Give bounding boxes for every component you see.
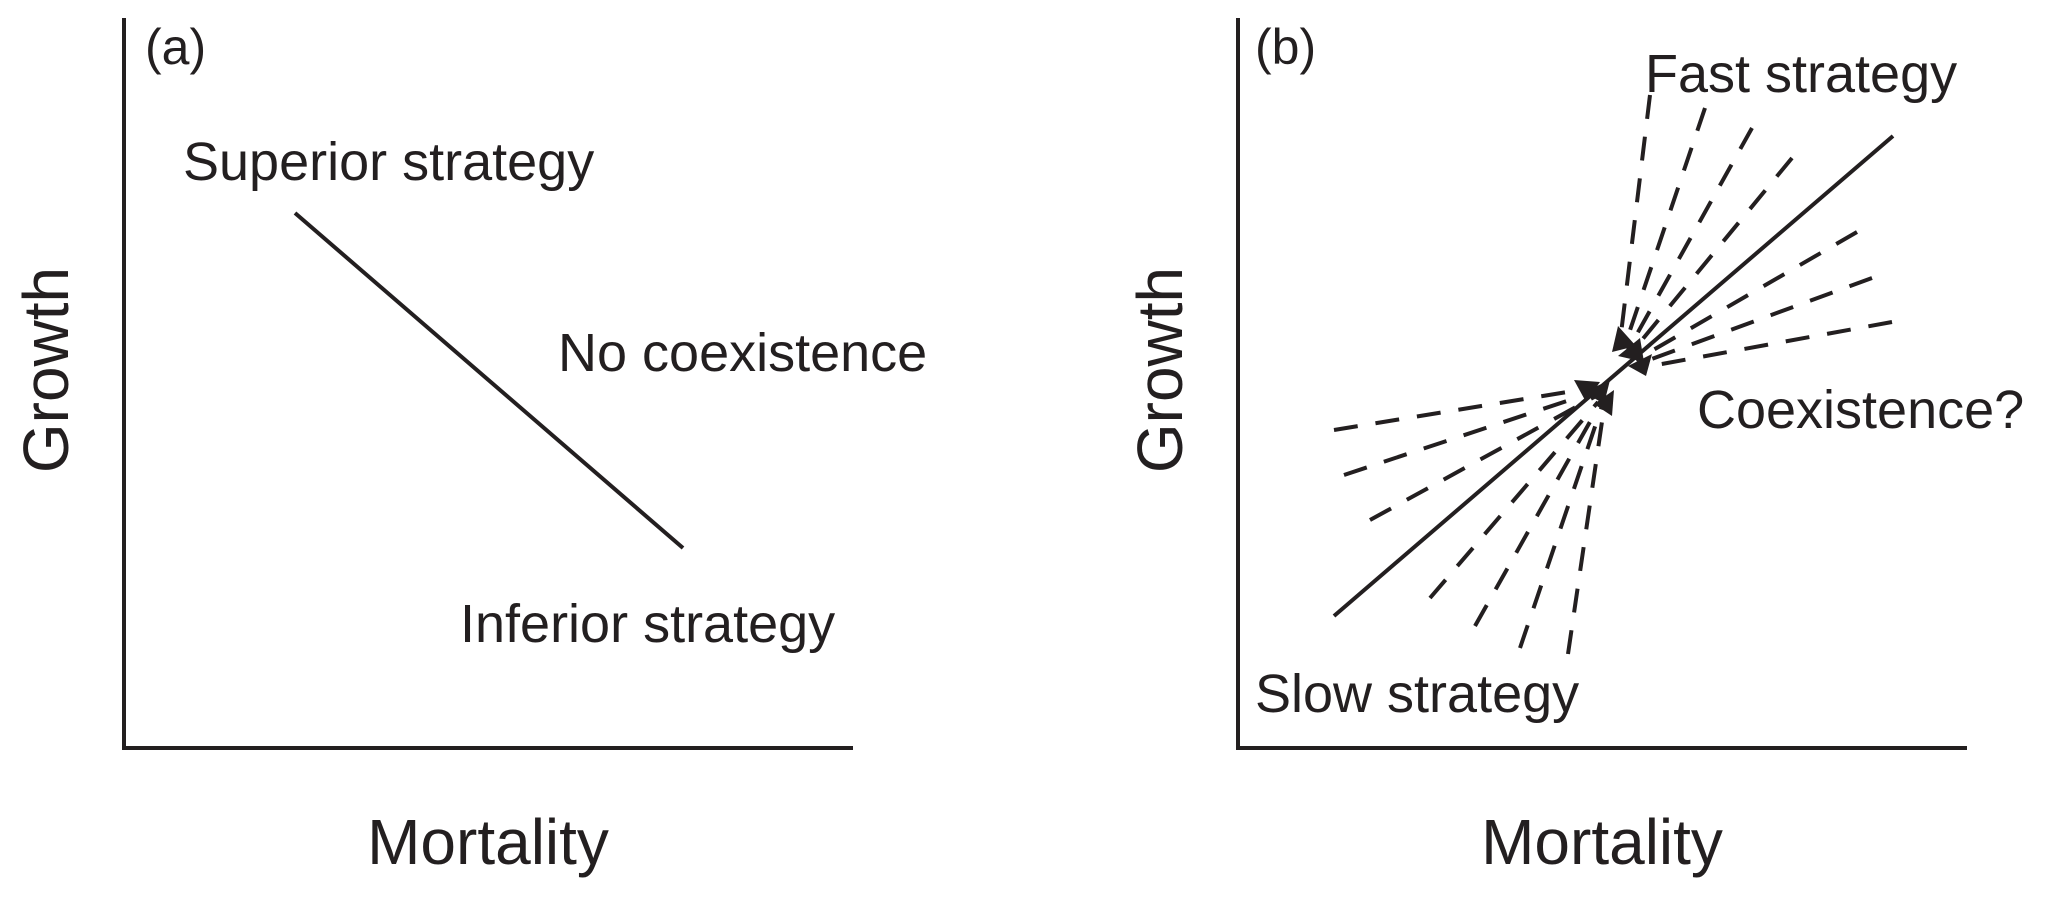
panel-b-y-axis-label: Growth xyxy=(1124,267,1196,473)
arrowhead xyxy=(1594,390,1614,416)
slow-strategy-label: Slow strategy xyxy=(1255,664,1579,724)
inferior-strategy-label: Inferior strategy xyxy=(460,594,835,654)
coexistence-question-label: Coexistence? xyxy=(1697,380,2024,440)
panel-a-tag: (a) xyxy=(145,19,206,75)
panel-a: (a) Growth Mortality Superior strategy N… xyxy=(10,18,927,878)
dashed-arrow-line xyxy=(1626,127,1754,351)
dashed-arrow-line xyxy=(1618,94,1652,343)
dashed-arrow-line xyxy=(1333,386,1593,432)
lower-dashed-fan xyxy=(1333,380,1614,655)
dashed-arrow-line xyxy=(1343,390,1595,477)
panel-b-tag: (b) xyxy=(1255,19,1316,75)
arrowhead xyxy=(1618,338,1644,362)
arrowhead xyxy=(1628,354,1652,376)
fast-slow-tradeoff-line xyxy=(1332,134,1895,618)
dashed-arrow-line xyxy=(1634,230,1859,362)
panel-a-x-axis-label: Mortality xyxy=(367,806,609,878)
dashed-arrow-line xyxy=(1428,400,1600,600)
dashed-arrow-line xyxy=(1630,156,1794,354)
dashed-arrow-line xyxy=(1639,320,1893,370)
no-coexistence-label: No coexistence xyxy=(558,323,927,383)
arrowhead xyxy=(1612,326,1636,352)
dashed-arrow-line xyxy=(1518,405,1604,649)
upper-dashed-fan xyxy=(1612,94,1893,376)
panel-b-axes xyxy=(1236,18,1967,750)
dashed-arrow-line xyxy=(1566,407,1606,655)
panel-a-axes xyxy=(122,18,853,750)
tradeoff-line xyxy=(293,211,685,550)
dashed-arrow-line xyxy=(1369,394,1597,522)
panel-b-x-axis-label: Mortality xyxy=(1481,806,1723,878)
dashed-arrow-line xyxy=(1637,276,1873,366)
panel-b: (b) Growth Mortality Fast strategy Coexi… xyxy=(1124,18,2024,878)
dashed-arrow-line xyxy=(1473,403,1602,627)
superior-strategy-label: Superior strategy xyxy=(183,132,594,192)
fast-strategy-label: Fast strategy xyxy=(1645,44,1957,104)
panel-a-y-axis-label: Growth xyxy=(10,267,82,473)
